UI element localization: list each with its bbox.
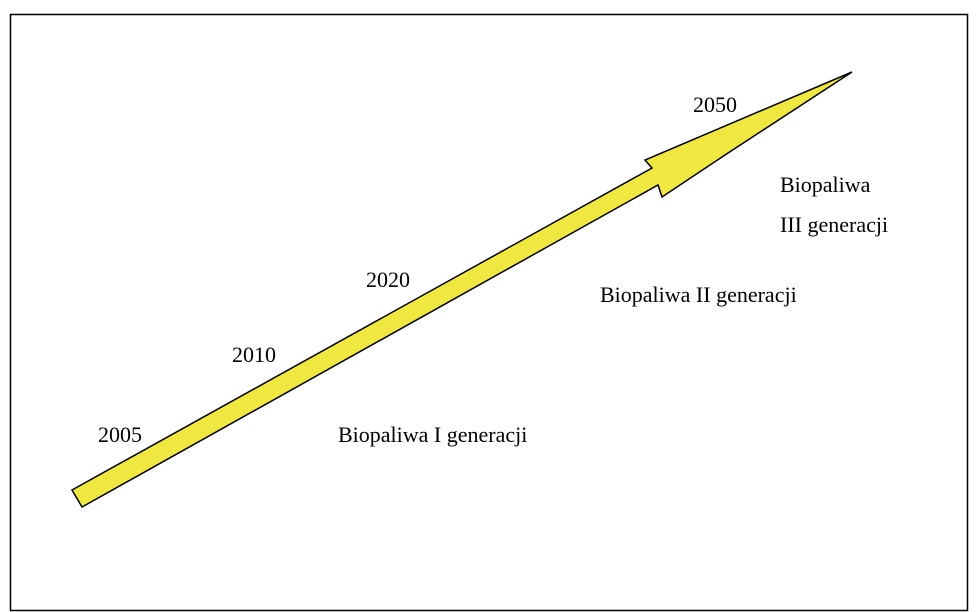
frame	[9, 13, 969, 612]
generation-label: Biopaliwa	[780, 172, 871, 197]
generation-label: III generacji	[780, 212, 888, 237]
year-label: 2005	[98, 422, 142, 447]
year-label: 2050	[693, 92, 737, 117]
timeline-arrow	[70, 71, 853, 509]
generation-label: Biopaliwa II generacji	[600, 282, 797, 307]
generation-label: Biopaliwa I generacji	[338, 422, 527, 447]
year-label: 2010	[232, 342, 276, 367]
year-label: 2020	[366, 267, 410, 292]
